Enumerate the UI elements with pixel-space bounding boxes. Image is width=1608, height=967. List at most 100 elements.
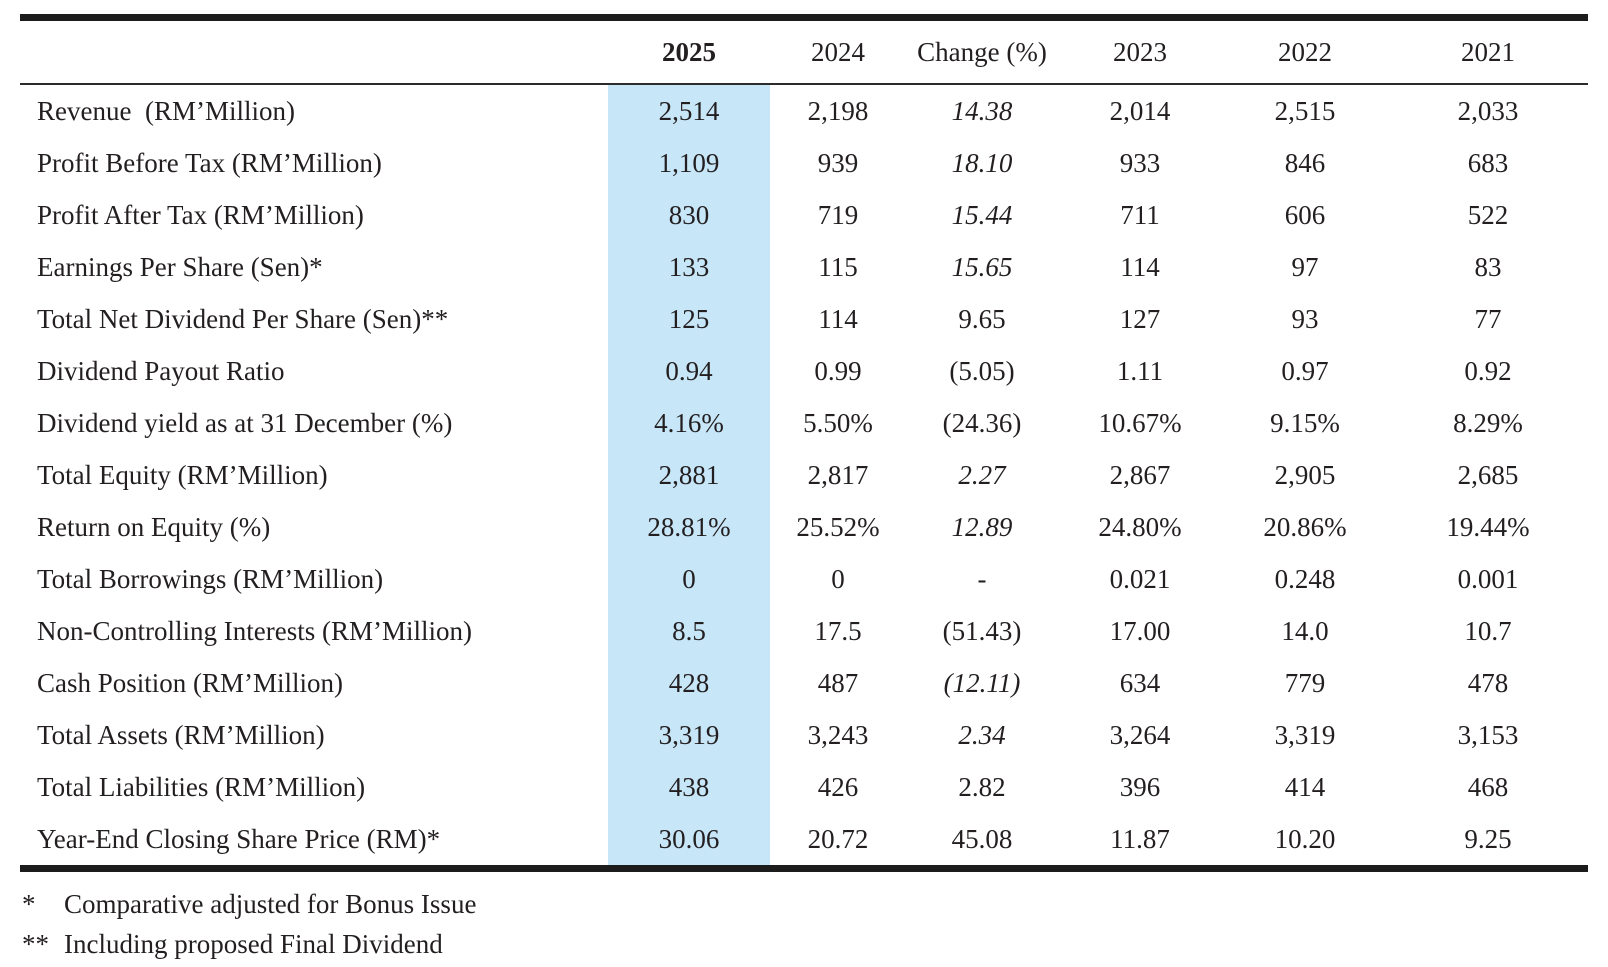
col-header-change: Change (%) [906, 17, 1058, 85]
row-label: Non-Controlling Interests (RM’Million) [37, 615, 472, 646]
cell-2024: 25.52% [796, 511, 880, 542]
table-row-return-on-equity: Return on Equity (%) 28.81% 25.52% 12.89… [20, 501, 1588, 553]
cell-2024: 939 [817, 147, 859, 178]
footnote-marker: * [22, 889, 36, 919]
cell-2024: 719 [817, 199, 859, 230]
cell-2022: 20.86% [1263, 511, 1347, 542]
cell-change: 2.27 [958, 459, 1006, 490]
footnote-bonus-issue: * Comparative adjusted for Bonus Issue [22, 884, 476, 924]
table-row-cash-position: Cash Position (RM’Million) 428 487 (12.1… [20, 657, 1588, 709]
cell-2025: 30.06 [608, 813, 770, 869]
cell-2022: 9.15% [1270, 407, 1340, 438]
row-label: Profit Before Tax (RM’Million) [37, 147, 382, 178]
cell-2024: 5.50% [803, 407, 873, 438]
cell-2024: 0.99 [814, 355, 862, 386]
table-row-profit-before-tax: Profit Before Tax (RM’Million) 1,109 939… [20, 137, 1588, 189]
row-label: Earnings Per Share (Sen)* [37, 251, 323, 282]
cell-2023: 24.80% [1098, 511, 1182, 542]
cell-change: 14.38 [951, 95, 1013, 126]
cell-2022: 414 [1284, 771, 1326, 802]
row-label: Total Equity (RM’Million) [37, 459, 328, 490]
row-label: Year-End Closing Share Price (RM)* [37, 823, 441, 854]
table-row-dividend-yield: Dividend yield as at 31 December (%) 4.1… [20, 397, 1588, 449]
cell-2023: 3,264 [1109, 719, 1171, 750]
table-row-total-liabilities: Total Liabilities (RM’Million) 438 426 2… [20, 761, 1588, 813]
cell-2023: 17.00 [1109, 615, 1171, 646]
cell-2021: 77 [1474, 303, 1502, 334]
row-label: Total Assets (RM’Million) [37, 719, 325, 750]
col-header-2023: 2023 [1058, 17, 1222, 85]
cell-change: 15.44 [951, 199, 1013, 230]
col-header-2022: 2022 [1222, 17, 1388, 85]
cell-change: 45.08 [951, 823, 1013, 854]
cell-2023: 1.11 [1116, 355, 1164, 386]
cell-2021: 9.25 [1464, 823, 1512, 854]
cell-2025: 8.5 [608, 605, 770, 657]
cell-change: (24.36) [942, 407, 1022, 438]
cell-2021: 478 [1467, 667, 1509, 698]
cell-2025: 1,109 [608, 137, 770, 189]
cell-2024: 17.5 [814, 615, 862, 646]
cell-change: - [977, 563, 987, 594]
cell-change: 15.65 [951, 251, 1013, 282]
cell-2025: 2,514 [608, 84, 770, 137]
cell-2021: 522 [1467, 199, 1509, 230]
cell-2023: 634 [1119, 667, 1161, 698]
table-row-earnings-per-share: Earnings Per Share (Sen)* 133 115 15.65 … [20, 241, 1588, 293]
cell-2021: 10.7 [1464, 615, 1512, 646]
cell-2021: 0.001 [1457, 563, 1519, 594]
footnote-marker: ** [22, 929, 49, 959]
row-label: Profit After Tax (RM’Million) [37, 199, 364, 230]
cell-2023: 0.021 [1109, 563, 1171, 594]
row-label: Total Net Dividend Per Share (Sen)** [37, 303, 449, 334]
cell-2024: 487 [817, 667, 859, 698]
cell-2022: 2,515 [1274, 95, 1336, 126]
cell-2021: 2,685 [1457, 459, 1519, 490]
cell-2021: 83 [1474, 251, 1502, 282]
cell-2022: 0.248 [1274, 563, 1336, 594]
col-header-2025: 2025 [608, 17, 770, 85]
financial-highlights-section: 2025 2024 Change (%) 2023 2022 2021 Reve… [20, 14, 1588, 872]
cell-change: 12.89 [951, 511, 1013, 542]
cell-2024: 426 [817, 771, 859, 802]
cell-2022: 606 [1284, 199, 1326, 230]
header-row: 2025 2024 Change (%) 2023 2022 2021 [20, 17, 1588, 85]
table-row-non-controlling-interests: Non-Controlling Interests (RM’Million) 8… [20, 605, 1588, 657]
cell-change: (12.11) [943, 667, 1021, 698]
cell-2021: 8.29% [1453, 407, 1523, 438]
table-row-total-equity: Total Equity (RM’Million) 2,881 2,817 2.… [20, 449, 1588, 501]
row-label: Cash Position (RM’Million) [37, 667, 344, 698]
cell-2021: 3,153 [1457, 719, 1519, 750]
cell-2021: 19.44% [1446, 511, 1530, 542]
cell-2025: 3,319 [608, 709, 770, 761]
cell-2023: 11.87 [1110, 823, 1170, 854]
table-row-total-net-dividend: Total Net Dividend Per Share (Sen)** 125… [20, 293, 1588, 345]
footnote-final-dividend: ** Including proposed Final Dividend [22, 924, 476, 964]
cell-change: (51.43) [942, 615, 1022, 646]
cell-2025: 830 [608, 189, 770, 241]
cell-2025: 0.94 [608, 345, 770, 397]
cell-2021: 0.92 [1464, 355, 1512, 386]
cell-2022: 0.97 [1281, 355, 1329, 386]
cell-change: 2.34 [958, 719, 1006, 750]
cell-2023: 711 [1120, 199, 1160, 230]
cell-2025: 2,881 [608, 449, 770, 501]
row-label: Dividend Payout Ratio [37, 355, 285, 386]
cell-2025: 4.16% [608, 397, 770, 449]
cell-2025: 28.81% [608, 501, 770, 553]
footnote-text: Comparative adjusted for Bonus Issue [64, 889, 477, 919]
col-header-empty [20, 17, 608, 85]
cell-2024: 3,243 [807, 719, 869, 750]
row-label: Return on Equity (%) [37, 511, 271, 542]
table-row-profit-after-tax: Profit After Tax (RM’Million) 830 719 15… [20, 189, 1588, 241]
table-row-total-assets: Total Assets (RM’Million) 3,319 3,243 2.… [20, 709, 1588, 761]
cell-2023: 127 [1119, 303, 1161, 334]
cell-2022: 779 [1284, 667, 1326, 698]
cell-2024: 115 [818, 251, 858, 282]
cell-2022: 93 [1291, 303, 1319, 334]
cell-2024: 0 [831, 563, 845, 594]
cell-change: 9.65 [958, 303, 1006, 334]
cell-2022: 97 [1291, 251, 1319, 282]
cell-2023: 396 [1119, 771, 1161, 802]
cell-2024: 20.72 [807, 823, 869, 854]
